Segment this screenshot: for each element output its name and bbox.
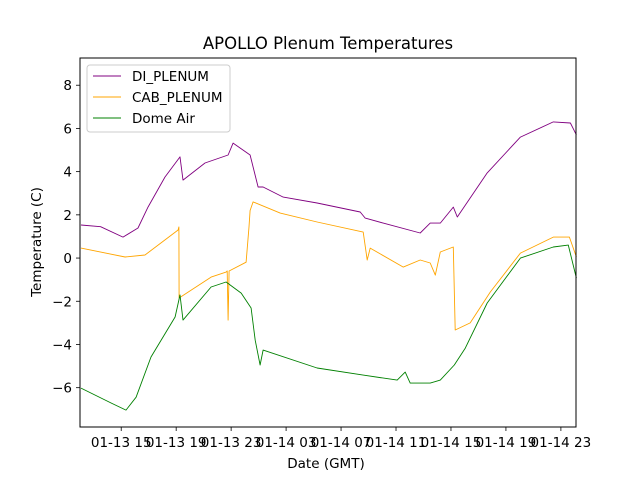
x-tick-label: 01-14 03	[256, 435, 317, 451]
y-tick-label: 8	[63, 78, 72, 94]
legend-label: Dome Air	[132, 111, 195, 127]
legend-label: CAB_PLENUM	[132, 90, 223, 106]
x-axis-label: Date (GMT)	[287, 456, 364, 472]
x-tick-label: 01-14 15	[421, 435, 482, 451]
legend-item: Dome Air	[93, 111, 195, 127]
series-line-cab-plenum	[80, 201, 577, 331]
y-tick-label: −2	[52, 294, 72, 310]
plot-frame	[79, 57, 577, 428]
x-tick-label: 01-13 15	[91, 435, 152, 451]
x-tick-label: 01-14 19	[476, 435, 537, 451]
x-tick-label: 01-14 23	[531, 435, 592, 451]
y-tick-label: −6	[52, 381, 72, 397]
legend-label: DI_PLENUM	[132, 69, 209, 85]
y-axis: −6 −4 −2 0 2 4 6 8	[52, 78, 80, 397]
legend-box	[86, 64, 231, 133]
y-tick-label: −4	[52, 337, 72, 353]
x-tick-label: 01-14 11	[366, 435, 427, 451]
x-tick-label: 01-13 23	[201, 435, 262, 451]
legend-item: DI_PLENUM	[93, 69, 209, 85]
y-tick-label: 4	[63, 165, 72, 181]
y-tick-label: 6	[63, 121, 72, 137]
x-tick-label: 01-14 07	[311, 435, 372, 451]
x-tick-label: 01-13 19	[146, 435, 207, 451]
series-line-dome-air	[80, 244, 577, 411]
y-tick-label: 2	[63, 208, 72, 224]
legend-item: CAB_PLENUM	[93, 90, 223, 106]
legend: DI_PLENUM CAB_PLENUM Dome Air	[86, 64, 231, 133]
y-axis-label: Temperature (C)	[29, 187, 45, 298]
chart-title: APOLLO Plenum Temperatures	[203, 34, 453, 53]
series-line-di-plenum	[80, 121, 577, 238]
y-tick-label: 0	[63, 251, 72, 267]
series-layer	[80, 121, 577, 411]
